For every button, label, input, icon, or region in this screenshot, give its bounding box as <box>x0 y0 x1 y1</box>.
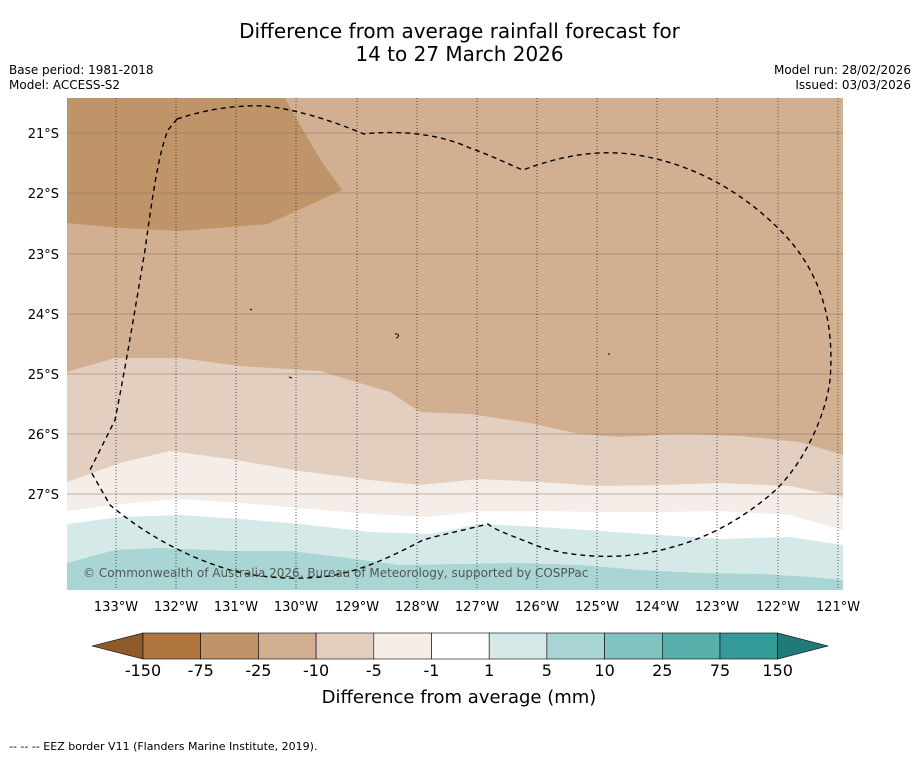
model-label: Model: ACCESS-S2 <box>9 78 121 92</box>
latitude-label: 23°S <box>28 248 59 263</box>
colorbar-tick-labels: -150 -75 -25 -10 -5 -1 1 5 10 25 75 150 <box>125 661 793 680</box>
latitude-label: 25°S <box>28 368 59 383</box>
colorbar-tick-label: -150 <box>125 661 161 680</box>
colorbar-segment <box>200 632 259 660</box>
rainfall-anomaly-map: © Commonwealth of Australia 2026, Bureau… <box>28 98 860 708</box>
base-period-label: Base period: 1981-2018 <box>9 63 154 77</box>
colorbar-tick-label: -5 <box>366 661 382 680</box>
longitude-label: 132°W <box>154 600 198 615</box>
colorbar-tick-label: -75 <box>188 661 214 680</box>
anomaly-contour-layer <box>67 98 843 590</box>
longitude-labels: 133°W 132°W 131°W 130°W 129°W 128°W 127°W 126°W… <box>94 600 860 615</box>
colorbar-tick-label: 75 <box>710 661 730 680</box>
latitude-label: 24°S <box>28 308 59 323</box>
longitude-label: 121°W <box>816 600 860 615</box>
longitude-label: 133°W <box>94 600 138 615</box>
colorbar-tick-label: -25 <box>245 661 271 680</box>
band-minus-75-to-minus-25 <box>67 98 342 231</box>
colorbar-tick-label: -1 <box>424 661 440 680</box>
colorbar-tick-label: 150 <box>762 661 793 680</box>
colorbar-tick-label: -10 <box>303 661 329 680</box>
colorbar-tick-label: 1 <box>484 661 494 680</box>
island-speck <box>394 333 399 339</box>
issued-label: Issued: 03/03/2026 <box>795 78 911 92</box>
colorbar <box>91 632 830 660</box>
eez-border-line <box>89 105 832 579</box>
colorbar-segment <box>488 632 548 660</box>
latitude-label: 26°S <box>28 428 59 443</box>
colorbar-segment <box>373 632 432 660</box>
colorbar-segment <box>315 632 375 660</box>
colorbar-segment <box>604 632 663 660</box>
colorbar-low-extension <box>91 632 144 660</box>
longitude-label: 130°W <box>274 600 318 615</box>
colorbar-tick-label: 5 <box>542 661 552 680</box>
island-speck <box>288 376 293 379</box>
longitude-label: 125°W <box>575 600 619 615</box>
graticule <box>67 98 843 590</box>
title-line-2: 14 to 27 March 2026 <box>355 42 564 66</box>
colorbar-segment <box>661 632 721 660</box>
longitude-label: 128°W <box>395 600 439 615</box>
colorbar-segment <box>719 632 779 660</box>
band-5-to-10 <box>67 548 843 590</box>
eez-footnote: -- -- -- EEZ border V11 (Flanders Marine… <box>9 740 318 753</box>
latitude-label: 21°S <box>28 127 59 142</box>
longitude-label: 122°W <box>756 600 800 615</box>
longitude-label: 124°W <box>635 600 679 615</box>
island-markers <box>249 308 610 379</box>
longitude-label: 131°W <box>214 600 258 615</box>
latitude-label: 27°S <box>28 488 59 503</box>
map-credit: © Commonwealth of Australia 2026, Bureau… <box>83 566 588 580</box>
title-line-1: Difference from average rainfall forecas… <box>239 19 680 43</box>
longitude-label: 127°W <box>455 600 499 615</box>
colorbar-tick-label: 25 <box>652 661 672 680</box>
colorbar-segment <box>142 632 202 660</box>
longitude-label: 129°W <box>335 600 379 615</box>
colorbar-high-extension <box>777 632 830 660</box>
colorbar-tick-label: 10 <box>594 661 614 680</box>
longitude-label: 126°W <box>515 600 559 615</box>
colorbar-segment <box>431 632 490 660</box>
longitude-label: 123°W <box>695 600 739 615</box>
latitude-label: 22°S <box>28 187 59 202</box>
colorbar-segment <box>546 632 605 660</box>
colorbar-title: Difference from average (mm) <box>322 687 597 708</box>
model-run-label: Model run: 28/02/2026 <box>773 63 911 77</box>
island-speck <box>249 308 253 311</box>
colorbar-segment <box>258 632 317 660</box>
latitude-labels: 21°S 22°S 23°S 24°S 25°S 26°S 27°S <box>28 127 59 503</box>
